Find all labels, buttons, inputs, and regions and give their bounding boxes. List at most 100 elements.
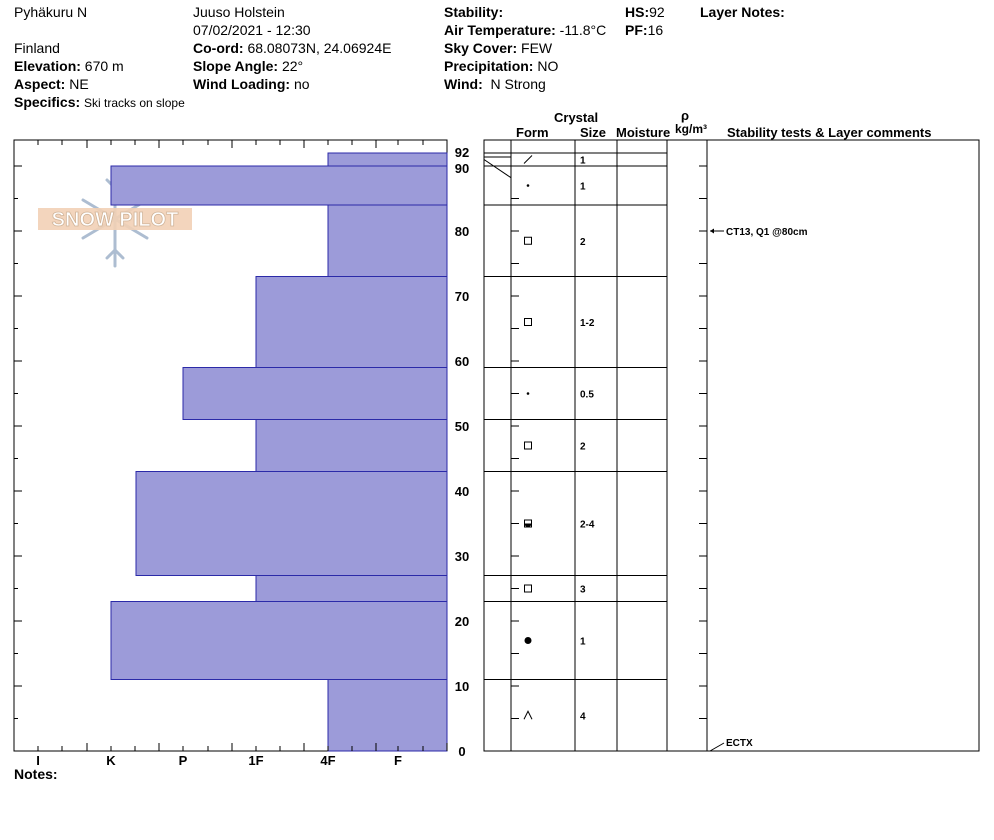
crystal-size: 4 [580,711,586,722]
air-temperature: Air Temperature: -11.8°C [444,22,606,38]
size-header: Size [580,125,607,140]
stability-tests-header: Stability tests & Layer comments [727,125,932,140]
hardness-bar [110,165,448,206]
datetime: 07/02/2021 - 12:30 [193,22,311,38]
stability-test-label: CT13, Q1 @80cm [726,227,808,238]
hs: HS:92 [625,4,665,20]
observer: Juuso Holstein [193,4,285,20]
hs-value: 92 [649,4,665,20]
crystal-size: 1 [580,156,586,167]
height-label: 92 [455,145,469,160]
slope-label: Slope Angle: [193,58,279,74]
wind-loading: Wind Loading: no [193,76,310,92]
coord-label: Co-ord: [193,40,244,56]
pf: PF:16 [625,22,663,38]
form-header: Form [516,125,549,140]
hardness-label: 4F [320,753,335,768]
crystal-size: 2 [580,442,586,453]
layer-notes-label: Layer Notes: [700,4,785,20]
elevation-value: 670 m [84,58,124,74]
crystal-size: 0.5 [580,390,594,401]
stability-test-label: ECTX [726,738,753,749]
faceted-crystal-icon [524,584,532,593]
coordinates: Co-ord: 68.08073N, 24.06924E [193,40,391,56]
location: Pyhäkuru N [14,4,88,20]
specifics-value: Ski tracks on slope [84,96,185,110]
hardness-bar [135,471,448,576]
crystal-size: 2-4 [580,520,595,531]
hardness-bar [255,276,448,368]
specifics: Specifics: Ski tracks on slope [14,94,185,111]
height-label: 0 [458,744,465,759]
sky-value: FEW [521,40,553,56]
hardness-label: I [36,753,40,768]
height-label: 80 [455,224,469,239]
hardness-bar [255,575,448,602]
decomposing-fragment-icon [523,155,533,164]
crystal-size: 2 [580,237,586,248]
height-label: 40 [455,484,469,499]
crystal-size: 1 [580,637,586,648]
svg-text:SNOW PILOT: SNOW PILOT [52,209,179,231]
height-label: 20 [455,614,469,629]
elevation-label: Elevation: [14,58,81,74]
wind-loading-value: no [293,76,310,92]
layer-table-frame [483,139,980,752]
precip-value: NO [537,58,559,74]
crystal-header: Crystal [554,110,599,125]
precipitation: Precipitation: NO [444,58,558,74]
hardness-label: 1F [248,753,263,768]
moisture-header: Moisture [616,125,671,140]
height-label: 10 [455,679,469,694]
country: Finland [14,40,60,56]
height-label: 90 [455,161,469,176]
density-unit-header: kg/m³ [675,122,708,136]
hardness-bar [110,601,448,680]
wind-value: N Strong [490,76,546,92]
pf-value: 16 [647,22,664,38]
precip-label: Precipitation: [444,58,534,74]
hardness-bar [327,679,448,752]
rounded-grain-icon [526,392,530,395]
height-label: 30 [455,549,469,564]
air-temp-label: Air Temperature: [444,22,556,38]
rho-header: ρ [681,108,690,123]
wind-loading-label: Wind Loading: [193,76,291,92]
hardness-bar [327,204,448,277]
stability-test-pointer [709,742,725,752]
faceted-crystal-icon [524,441,532,450]
rounded-grain-icon [526,184,530,187]
snowpilot-logo: SNOW PILOT [38,170,192,268]
hardness-bar [182,367,448,420]
height-label: 50 [455,419,469,434]
slope-value: 22° [281,58,304,74]
stability-test-arrow [710,228,714,234]
hardness-bar [327,152,448,167]
crystal-size: 3 [580,585,586,596]
hs-label: HS: [625,4,650,20]
crystal-size: 1-2 [580,318,595,329]
faceted-crystal-icon [524,236,532,245]
air-temp-value: -11.8°C [559,22,607,38]
elevation: Elevation: 670 m [14,58,124,74]
hardness-label: K [106,753,116,768]
faceted-rounding-fill [524,523,532,528]
height-label: 60 [455,354,469,369]
melt-form-icon [524,637,532,644]
hardness-label: P [179,753,188,768]
pf-label: PF: [625,22,648,38]
aspect-value: NE [69,76,89,92]
aspect-label: Aspect: [14,76,66,92]
layer-connector [483,159,512,179]
hardness-label: F [394,753,402,768]
hardness-bar [255,419,448,472]
faceted-crystal-icon [524,318,532,326]
specifics-label: Specifics: [14,94,81,110]
aspect: Aspect: NE [14,76,89,92]
stability: Stability: [444,4,503,20]
sky-label: Sky Cover: [444,40,518,56]
sky-cover: Sky Cover: FEW [444,40,552,56]
wind: Wind: N Strong [444,76,546,92]
coord-value: 68.08073N, 24.06924E [247,40,392,56]
